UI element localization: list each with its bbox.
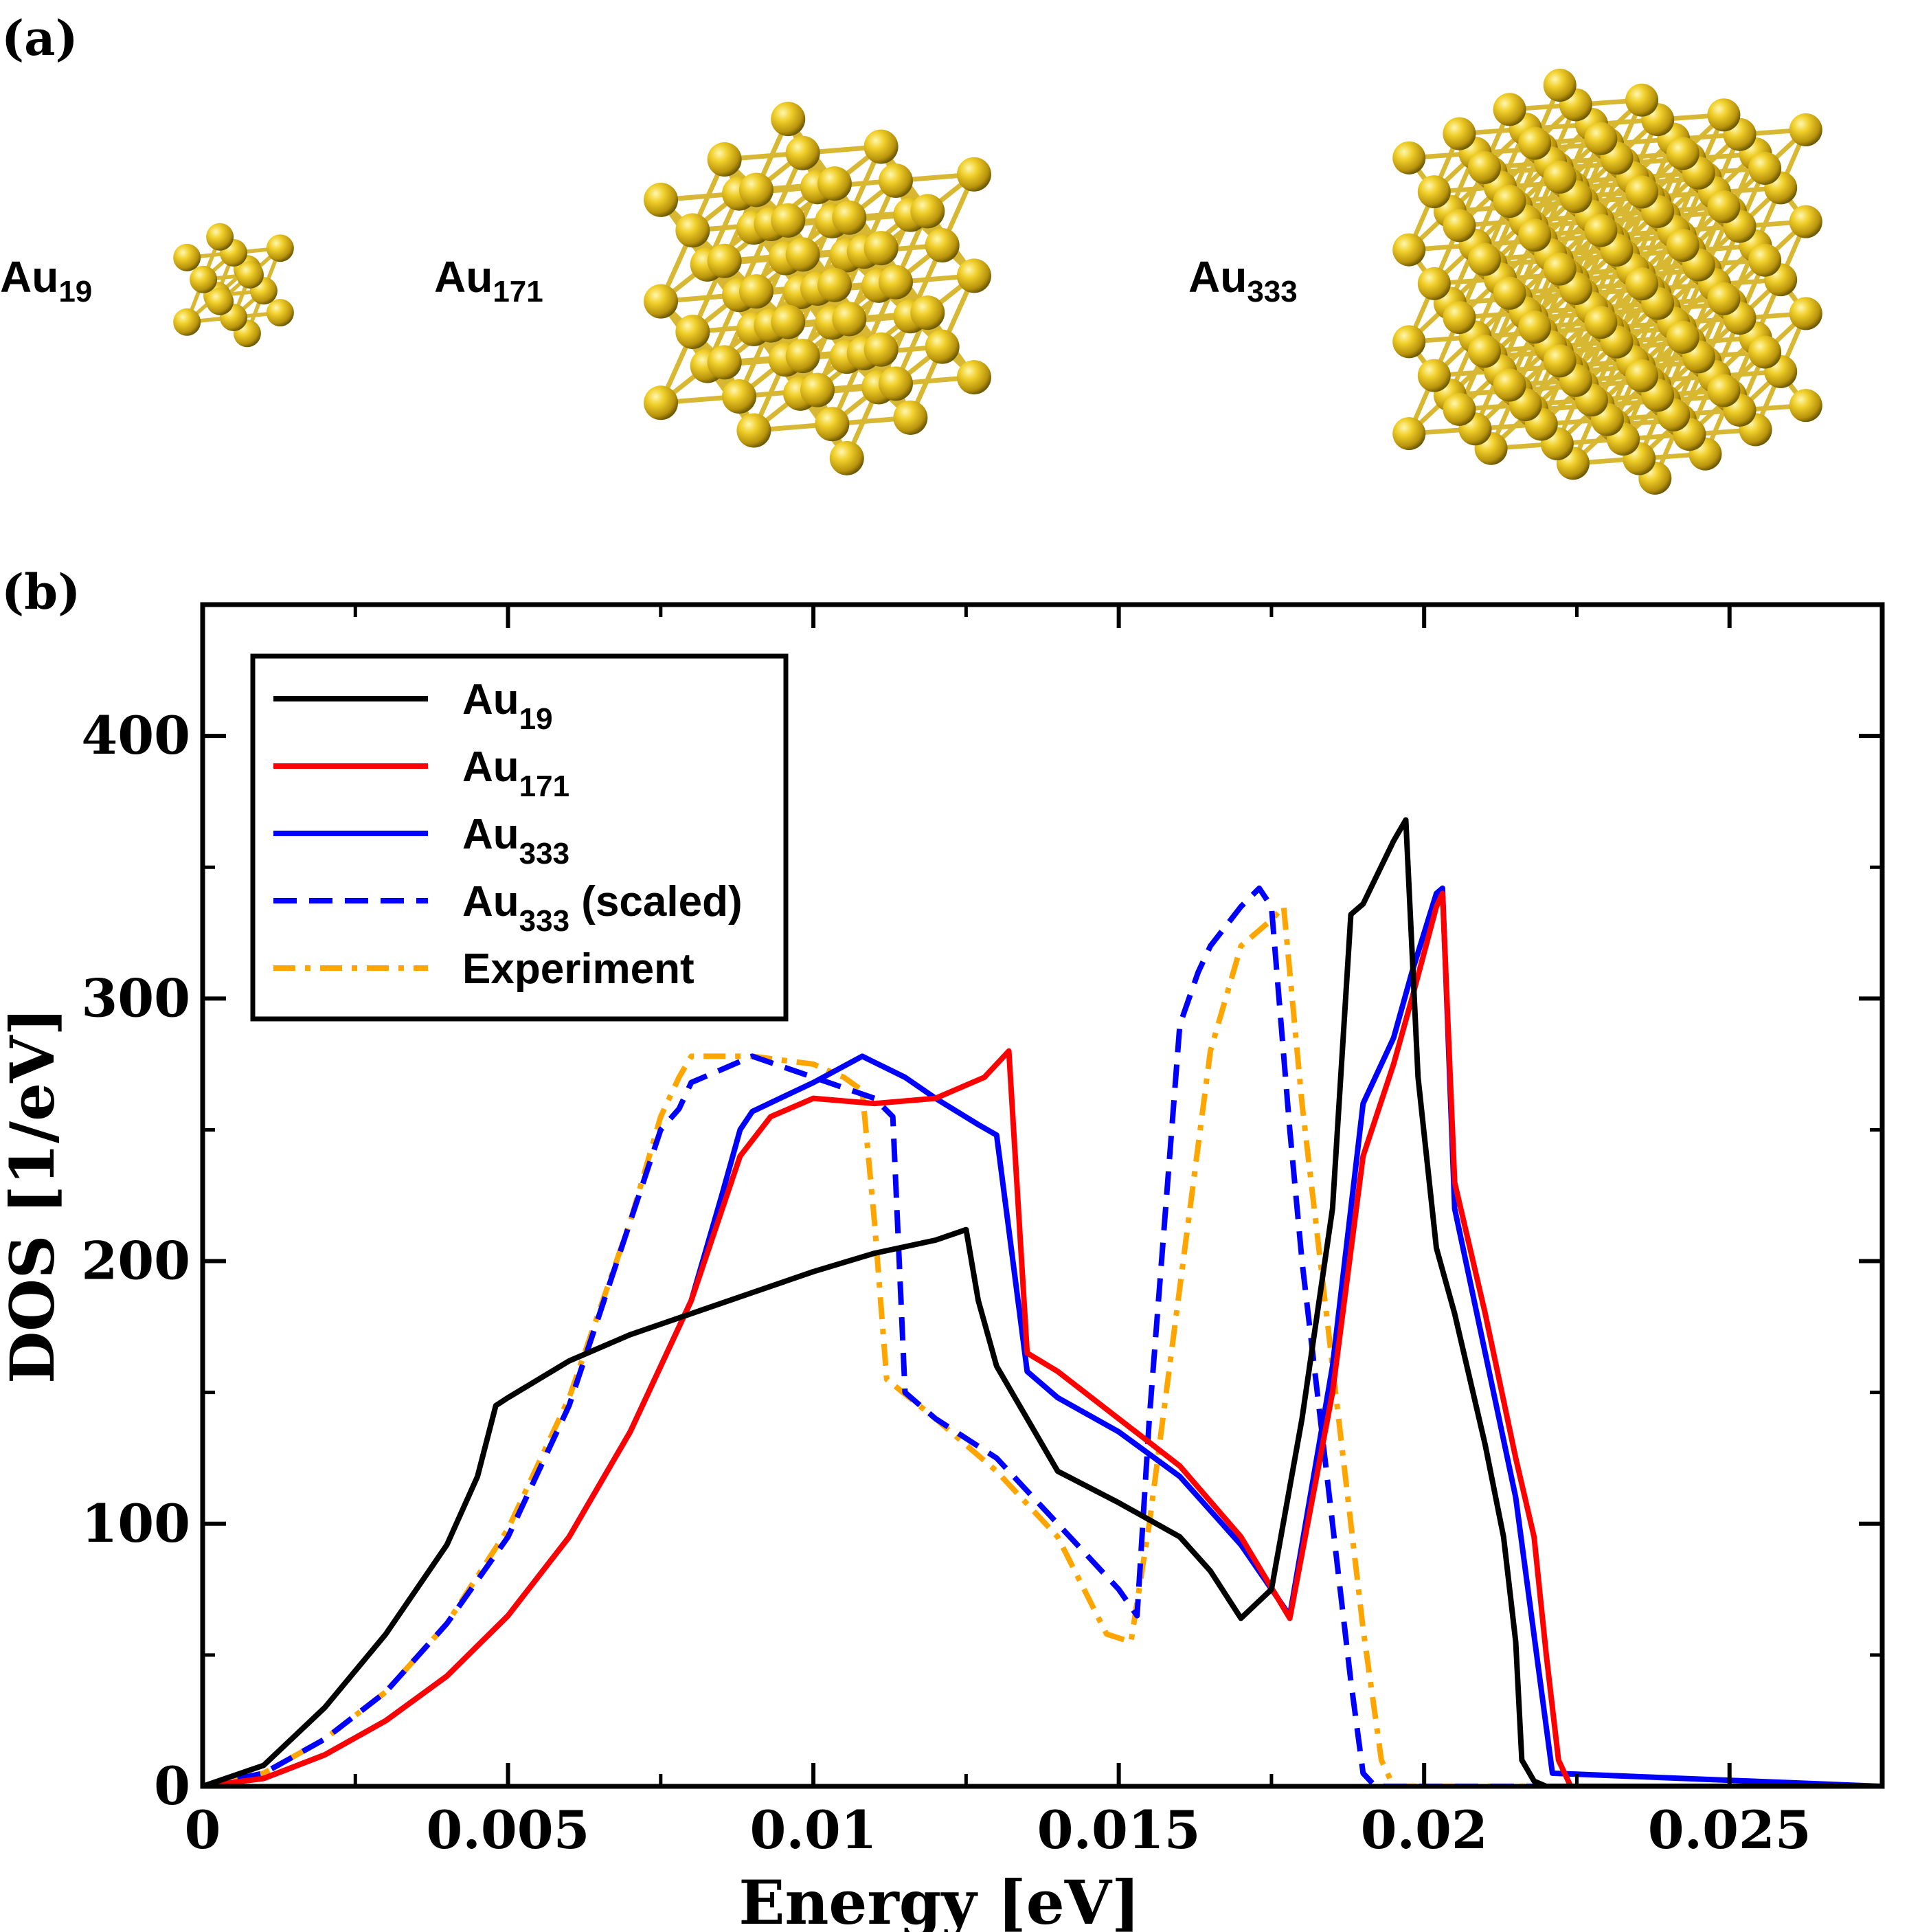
legend-label: Au19 bbox=[462, 676, 553, 736]
series-line-3 bbox=[203, 885, 1882, 1786]
au19-cluster-image bbox=[173, 223, 294, 348]
y-tick-label: 0 bbox=[154, 1755, 190, 1817]
x-tick-label: 0 bbox=[185, 1799, 221, 1861]
legend-label: Au333 bbox=[462, 811, 569, 870]
x-axis-label: Energy [eV] bbox=[738, 1867, 1140, 1932]
series-line-2 bbox=[203, 885, 1882, 1786]
x-tick-label: 0.015 bbox=[1037, 1799, 1201, 1861]
series-line-0 bbox=[203, 817, 1882, 1786]
legend-label: Au171 bbox=[462, 743, 569, 803]
x-tick-label: 0.02 bbox=[1361, 1799, 1488, 1861]
cluster-label-au171: Au171 bbox=[434, 252, 543, 308]
y-tick-label: 200 bbox=[81, 1231, 190, 1292]
plot-frame bbox=[200, 602, 1885, 1789]
y-tick-label: 300 bbox=[81, 967, 190, 1029]
x-tick-label: 0.01 bbox=[750, 1799, 877, 1861]
legend-label: Experiment bbox=[462, 945, 694, 993]
cluster-label-au333: Au333 bbox=[1188, 252, 1298, 308]
y-tick-label: 400 bbox=[81, 705, 190, 766]
cluster-label-au19: Au19 bbox=[0, 252, 93, 308]
legend-box bbox=[250, 653, 789, 1022]
legend: Au19 Au171 Au333 Au333 (scaled) Experiment bbox=[250, 653, 789, 1022]
axes-layer: 0 0.005 0.01 0.015 0.02 0.025 0 100 200 300 400 Ene… bbox=[0, 602, 1885, 1932]
au171-cluster-image bbox=[644, 102, 991, 475]
cluster-structures-image bbox=[173, 69, 1822, 495]
legend-label: Au333 (scaled) bbox=[462, 878, 743, 938]
series-line-4 bbox=[203, 903, 1882, 1786]
panel-label-b: (b) bbox=[1, 563, 81, 620]
series-layer bbox=[203, 817, 1882, 1786]
y-axis-label: DOS [1/eV] bbox=[0, 1007, 68, 1384]
x-tick-label: 0.005 bbox=[427, 1799, 590, 1861]
x-tick-label: 0.025 bbox=[1648, 1799, 1811, 1861]
au333-cluster-image bbox=[1392, 69, 1822, 495]
panel-label-a: (a) bbox=[1, 10, 78, 67]
series-line-1 bbox=[203, 890, 1882, 1786]
y-tick-label: 100 bbox=[81, 1493, 190, 1554]
